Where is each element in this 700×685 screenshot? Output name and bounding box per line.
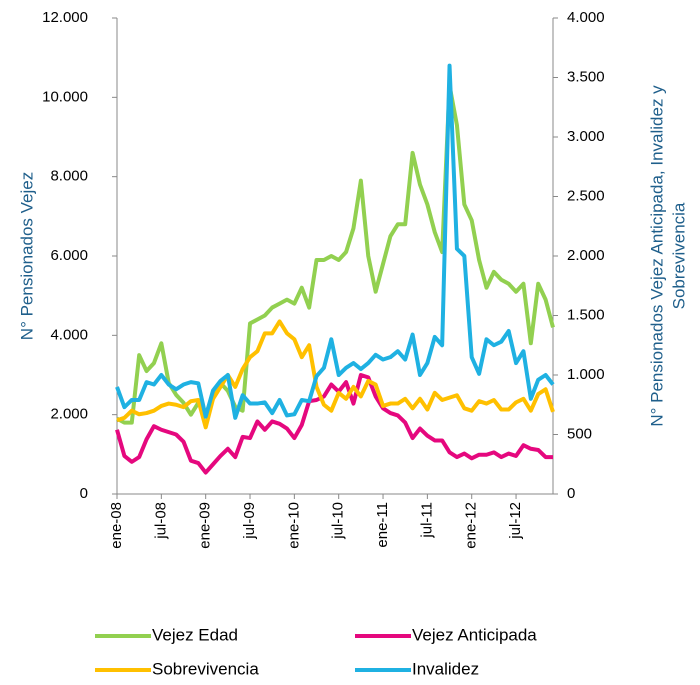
series-line	[116, 83, 555, 425]
y-tick-label: 4.000	[50, 326, 88, 343]
x-tick-label: ene-11	[374, 502, 391, 548]
series-line	[115, 63, 555, 420]
x-tick-label: jul-12	[507, 502, 524, 540]
x-tick-label: ene-08	[108, 502, 125, 549]
x-tick-label: jul-11	[418, 502, 435, 539]
y-tick-label: 2.000	[50, 406, 88, 423]
y2-tick-label: 500	[567, 425, 592, 442]
series-line	[115, 373, 553, 475]
legend-label: Vejez Anticipada	[412, 625, 537, 644]
y2-tick-label: 3.000	[567, 128, 605, 145]
x-tick-label: ene-12	[463, 502, 480, 549]
y2-tick-label: 2.000	[567, 247, 605, 264]
x-tick-label: jul-10	[330, 502, 347, 540]
y-tick-label: 12.000	[42, 9, 88, 26]
y2-tick-label: 1.000	[567, 366, 605, 383]
x-tick-label: ene-09	[197, 502, 214, 549]
y2-axis-title: Sobrevivencia	[669, 202, 688, 309]
y2-tick-label: 2.500	[567, 187, 605, 204]
y2-tick-label: 1.500	[567, 306, 605, 323]
legend-label: Vejez Edad	[152, 625, 238, 644]
y-axis-title: N° Pensionados Vejez	[17, 172, 36, 340]
y-tick-label: 6.000	[50, 247, 88, 264]
legend-label: Invalidez	[412, 659, 479, 678]
x-tick-label: jul-08	[152, 502, 169, 540]
y-tick-label: 0	[80, 485, 88, 502]
y-tick-label: 8.000	[50, 168, 88, 185]
legend-label: Sobrevivencia	[152, 659, 259, 678]
series-line	[116, 319, 555, 430]
y2-tick-label: 3.500	[567, 68, 605, 85]
y-tick-label: 10.000	[42, 88, 88, 105]
y2-axis-title: N° Pensionados Vejez Anticipada, Invalid…	[647, 85, 666, 427]
y2-tick-label: 0	[567, 485, 575, 502]
x-tick-label: jul-09	[241, 502, 258, 540]
x-tick-label: ene-10	[285, 502, 302, 549]
y2-tick-label: 4.000	[567, 9, 605, 26]
